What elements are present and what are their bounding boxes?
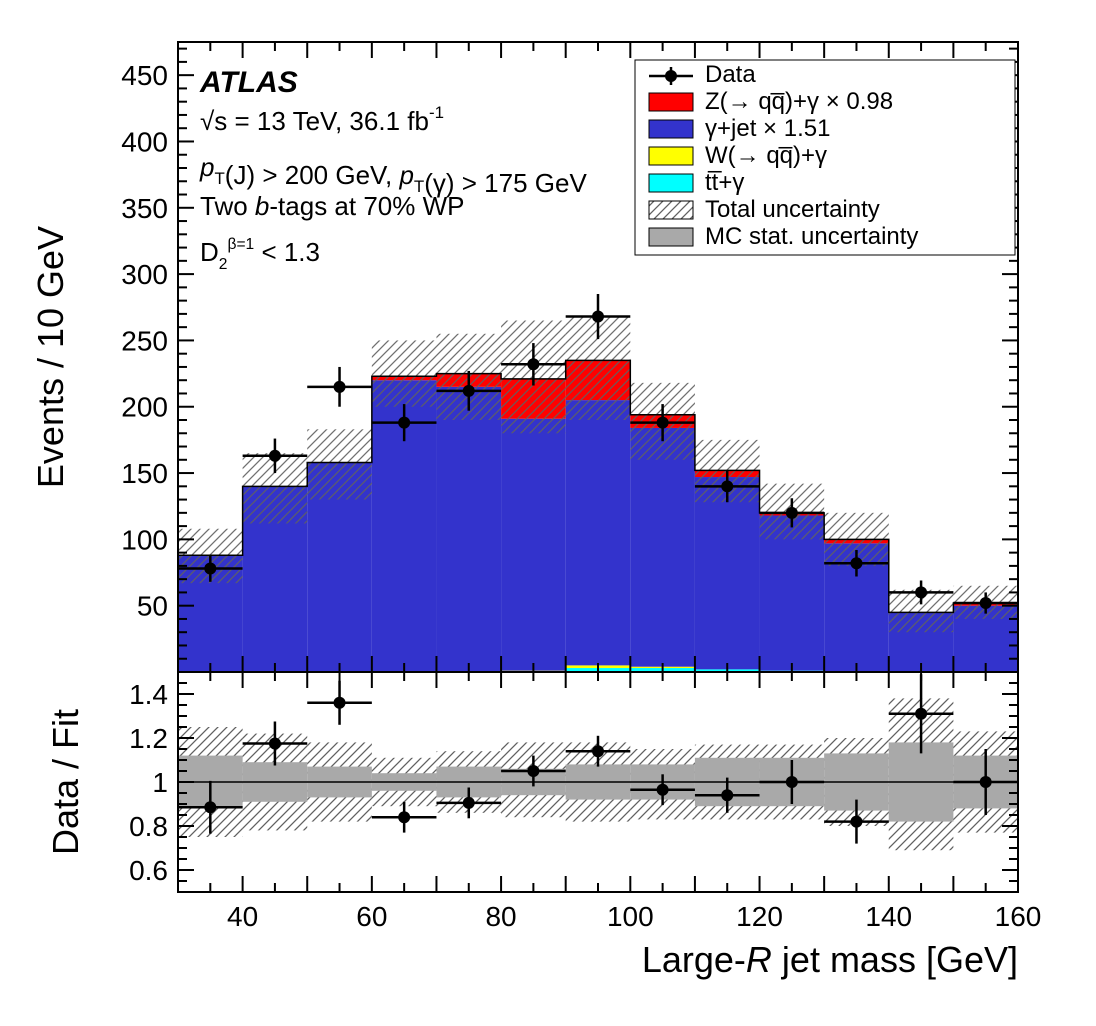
x-tick-label: 80 [485,901,516,932]
y-tick-label: 150 [121,458,168,489]
y-tick-label: 100 [121,524,168,555]
legend-label: γ+jet × 1.51 [705,115,830,142]
y-tick-label: 350 [121,193,168,224]
ratio-y-tick-label: 0.8 [129,811,168,842]
main-plot-area [178,294,1018,672]
x-tick-label: 60 [356,901,387,932]
annotation: ATLAS [199,66,298,99]
x-tick-label: 100 [607,901,654,932]
ratio-y-tick-label: 1.4 [129,679,168,710]
legend-label: Data [705,61,756,88]
annotation: Two b-tags at 70% WP [200,191,464,221]
ratio-plot-area [178,674,1018,850]
x-tick-label: 120 [736,901,783,932]
legend-label: Z(→ qq̅)+γ × 0.98 [705,88,893,115]
ratio-y-tick-label: 1 [152,767,168,798]
annotation: D2β=1 < 1.3 [200,236,320,273]
legend-label: MC stat. uncertainty [705,223,918,250]
legend-label: W(→ qq̅)+γ [705,142,827,169]
y-axis-label: Events / 10 GeV [30,226,71,488]
x-tick-label: 140 [865,901,912,932]
legend-label: tt̅+γ [705,169,744,196]
annotation: √s = 13 TeV, 36.1 fb-1 [200,103,444,136]
y-tick-label: 250 [121,325,168,356]
x-tick-label: 160 [995,901,1042,932]
y-tick-label: 50 [137,591,168,622]
y-tick-label: 300 [121,259,168,290]
ratio-y-tick-label: 1.2 [129,723,168,754]
y-tick-label: 400 [121,126,168,157]
y-tick-label: 200 [121,392,168,423]
ratio-y-tick-label: 0.6 [129,855,168,886]
atlas-histogram: 50 100 150 200 250 300 350 400 450 0.6 0.8 1 1.2 1.4 4… [0,0,1096,1026]
legend-label: Total uncertainty [705,196,880,223]
x-tick-label: 40 [227,901,258,932]
y-tick-label: 450 [121,60,168,91]
x-axis-label: Large-R jet mass [GeV] [642,939,1018,980]
ratio-y-axis-label: Data / Fit [45,709,86,855]
